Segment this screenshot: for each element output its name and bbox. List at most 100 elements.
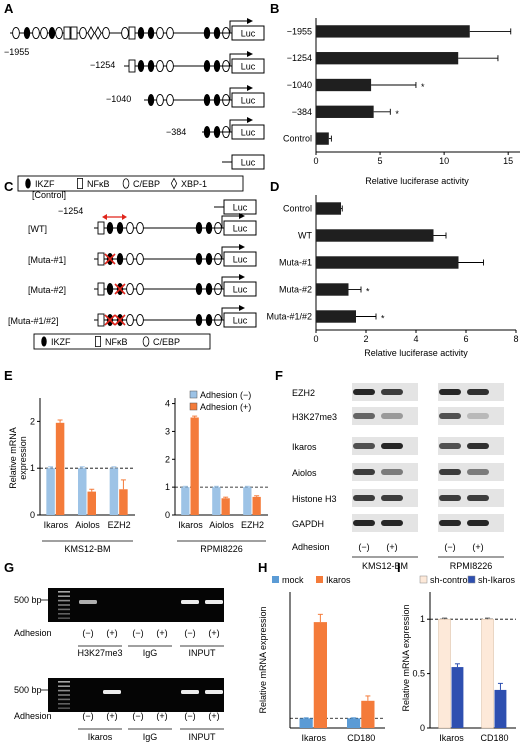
cell-line-label: KMS12-BM <box>362 561 408 571</box>
legend-swatch <box>419 575 428 584</box>
xbp1-site <box>87 26 95 40</box>
legend-swatch <box>467 575 476 584</box>
y-tick-label: 4 <box>165 399 170 409</box>
region-arrowhead-left <box>102 214 107 220</box>
bar <box>438 618 451 729</box>
bar <box>46 468 55 515</box>
panel-a-legend: IKZF NFκB C/EBP XBP-1 <box>17 175 244 192</box>
lane-label: (+) <box>472 542 483 552</box>
luc-box <box>231 124 265 140</box>
ladder-band <box>58 703 70 705</box>
ikzf-site <box>195 283 203 295</box>
subchart-2: 0 1 2 3 4 Ikaros Aiolos EZH2 RPMI8226 <box>165 398 268 554</box>
bar <box>252 496 261 515</box>
bar <box>316 229 434 242</box>
band <box>381 389 403 395</box>
row-label: Aiolos <box>292 468 317 478</box>
ikzf-site <box>205 222 213 234</box>
construct-label: [WT] <box>28 224 47 234</box>
bar <box>316 52 459 65</box>
legend-symbol <box>25 178 31 189</box>
ikzf-site <box>203 60 211 72</box>
bar <box>316 132 329 145</box>
marker-label: 500 bp <box>14 685 42 695</box>
panel-a-letter: A <box>4 1 14 16</box>
tss-arrowhead <box>247 117 253 123</box>
luc-box <box>231 25 265 41</box>
ladder-band <box>58 617 70 619</box>
panel-i: I Relative mRNA expression 0 0.5 1 Ikaros CD1… <box>397 560 516 743</box>
band <box>467 443 489 449</box>
lane-label: (+) <box>156 711 167 721</box>
tss-arrow <box>229 53 248 66</box>
bar <box>109 468 119 515</box>
group-label: H3K27me3 <box>77 648 122 658</box>
band <box>381 469 403 475</box>
gel-band <box>103 690 121 694</box>
cebp-site <box>55 26 63 40</box>
nfkb-site <box>97 252 105 266</box>
panel-h-letter: H <box>258 560 267 575</box>
ikzf-site <box>205 283 213 295</box>
luc-label: Luc <box>233 203 248 213</box>
panel-c-legend: IKZF NFκB C/EBP <box>33 333 211 350</box>
band <box>439 389 461 395</box>
cebp-site <box>32 26 40 40</box>
bar <box>316 25 470 38</box>
ladder-band <box>58 604 70 606</box>
bar <box>494 689 507 728</box>
category-label: Ikaros <box>44 520 69 530</box>
lane-label: (−) <box>132 711 143 721</box>
lane-label: (−) <box>358 542 369 552</box>
legend-filled-ellipse <box>25 178 31 189</box>
mutation-mark <box>104 314 116 326</box>
lane-label: (+) <box>208 711 219 721</box>
significance-mark: * <box>381 314 385 324</box>
ladder-band <box>58 694 70 696</box>
luc-label: Luc <box>233 316 248 326</box>
band <box>353 495 375 501</box>
legend-box <box>33 333 211 350</box>
legend-open-ellipse <box>122 178 130 189</box>
panel-g-letter: G <box>4 560 14 575</box>
ikzf-site <box>203 126 211 138</box>
lane-label: (−) <box>82 628 93 638</box>
x-tick-label: 15 <box>503 156 513 166</box>
y-tick-label: 1 <box>30 463 35 473</box>
tss-arrow <box>221 276 240 289</box>
ikzf-site <box>137 60 145 72</box>
y-tick-label: 3 <box>165 426 170 436</box>
legend-diamond <box>170 177 178 190</box>
y-tick-label: 1 <box>420 614 425 624</box>
adhesion-label: Adhesion <box>14 711 52 721</box>
band <box>467 389 489 395</box>
bar <box>299 718 313 728</box>
ikzf-site <box>116 253 124 265</box>
band <box>353 443 375 449</box>
legend-symbol <box>142 336 150 347</box>
significance-mark: * <box>421 82 425 92</box>
cell-line-label: RPMI8226 <box>450 561 493 571</box>
gel-band <box>205 600 223 604</box>
panel-b: B 0 5 10 15 −1955 −1254 −1040 * −384 * Control Rel… <box>270 1 520 186</box>
panel-g: G 500 bp Adhesion (−) (+) (−) (+) (−) (+) H3K27m… <box>4 560 224 742</box>
legend-symbol <box>170 177 178 190</box>
panel-i-letter: I <box>397 560 401 575</box>
band <box>381 495 403 501</box>
ikzf-site <box>195 222 203 234</box>
gel-band <box>79 600 97 604</box>
legend-symbol <box>77 178 83 189</box>
lane-label: (−) <box>184 711 195 721</box>
bar <box>316 78 372 92</box>
ikzf-site <box>205 314 213 326</box>
panel-d: D 0 2 4 6 8 Control WT Muta-#1 Muta-#2 * Muta-#1/#… <box>266 179 518 358</box>
ikzf-site <box>213 60 221 72</box>
gel-image <box>48 678 224 712</box>
legend-swatch <box>189 402 198 411</box>
bar <box>361 700 375 728</box>
construct-4: [Muta-#1/#2] Luc <box>8 305 257 328</box>
x-tick-label: 4 <box>413 334 418 344</box>
category-label: −1955 <box>287 26 312 36</box>
y-axis-label: Relative mRNAexpression <box>8 427 28 489</box>
bar <box>316 105 374 118</box>
